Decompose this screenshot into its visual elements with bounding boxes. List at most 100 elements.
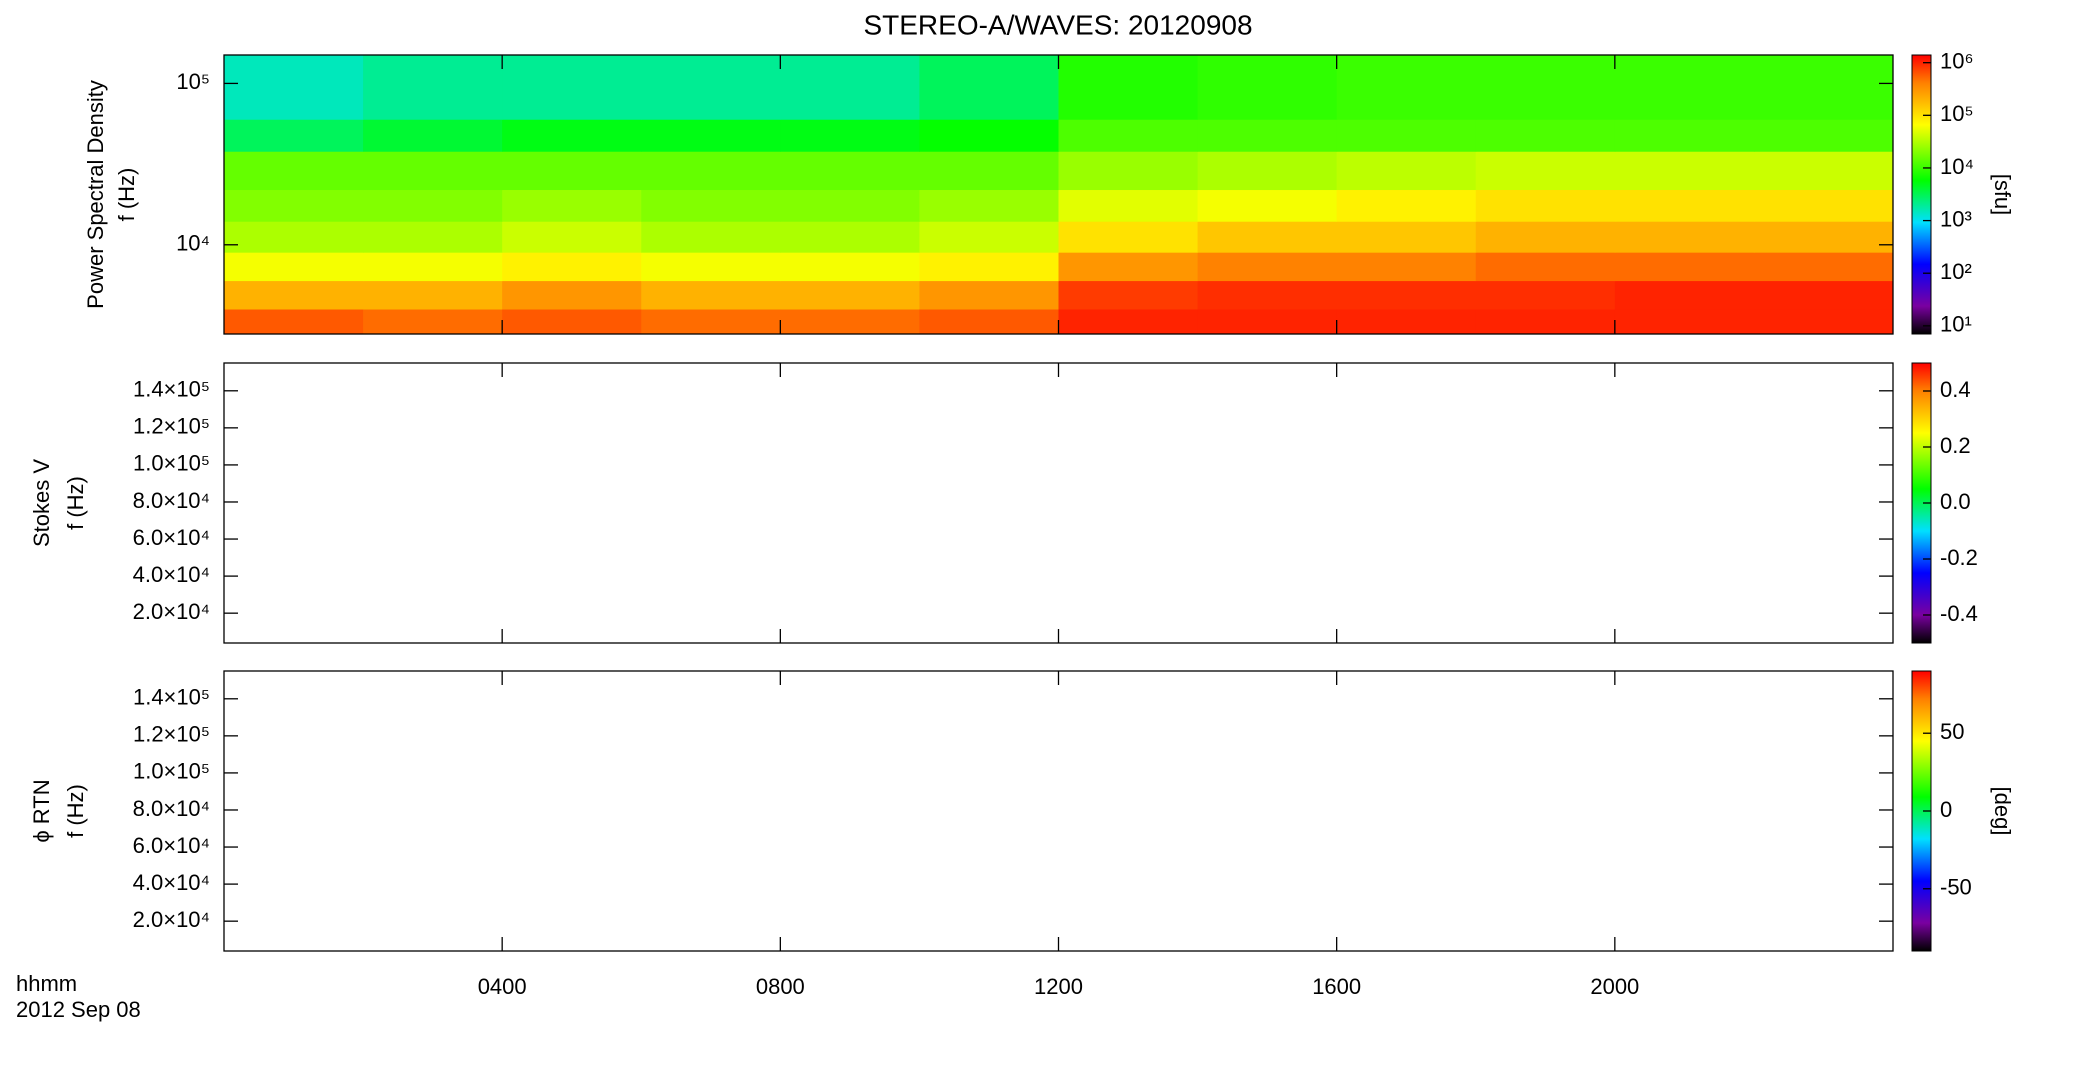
colorbar-tick-label: 10⁴	[1940, 154, 1974, 179]
y-tick-label: 10⁵	[176, 69, 210, 94]
heatmap-cell	[1614, 252, 1755, 282]
y-tick-label: 10⁴	[176, 231, 210, 256]
y-tick-label: 6.0×10⁴	[133, 525, 210, 550]
x-tick-label: 1600	[1312, 974, 1361, 999]
heatmap-cell	[780, 309, 920, 335]
heatmap-cell	[1058, 221, 1199, 253]
heatmap-cell	[1753, 189, 1894, 222]
colorbar-label: [deg]	[1990, 787, 2015, 836]
heatmap-cell	[1058, 55, 1199, 120]
colorbar-tick-label: 0.2	[1940, 433, 1971, 458]
heatmap-cell	[919, 221, 1059, 253]
heatmap-cell	[1614, 151, 1755, 191]
heatmap-cell	[1197, 55, 1338, 120]
y-tick-label: 2.0×10⁴	[133, 599, 210, 624]
heatmap-cell	[1753, 119, 1894, 152]
heatmap-cell	[780, 252, 920, 282]
heatmap-cell	[919, 119, 1059, 152]
heatmap-cell	[502, 280, 642, 310]
heatmap-cell	[1475, 221, 1616, 253]
y-axis-label: Stokes V	[29, 459, 54, 547]
heatmap-cell	[1336, 252, 1477, 282]
x-tick-label: 0400	[478, 974, 527, 999]
panel-frame	[223, 362, 1894, 644]
x-tick-label: 2000	[1590, 974, 1639, 999]
heatmap-cell	[919, 189, 1059, 222]
heatmap-cell	[1753, 252, 1894, 282]
heatmap-cell	[641, 309, 781, 335]
heatmap-cell	[1753, 55, 1894, 120]
heatmap-cell	[1753, 280, 1894, 310]
colorbar-tick-label: -0.2	[1940, 545, 1978, 570]
heatmap-cell	[1475, 151, 1616, 191]
heatmap-cell	[224, 221, 364, 253]
colorbar-tick-label: 0.4	[1940, 377, 1971, 402]
y-tick-label: 1.0×10⁵	[133, 759, 210, 784]
heatmap-cell	[363, 280, 503, 310]
heatmap-cell	[919, 55, 1059, 120]
heatmap-cell	[1197, 221, 1338, 253]
heatmap-cell	[1058, 252, 1199, 282]
heatmap-cell	[363, 119, 503, 152]
heatmap-cell	[1058, 189, 1199, 222]
heatmap-cell	[780, 55, 920, 120]
heatmap-cell	[224, 252, 364, 282]
heatmap-cell	[1197, 280, 1338, 310]
heatmap-cell	[1336, 55, 1477, 120]
heatmap-cell	[641, 221, 781, 253]
x-axis-label: hhmm	[16, 971, 77, 996]
heatmap-cell	[363, 151, 503, 191]
y-tick-label: 8.0×10⁴	[133, 488, 210, 513]
heatmap-cell	[1753, 151, 1894, 191]
y-tick-label: 1.0×10⁵	[133, 451, 210, 476]
y-axis-label: Power Spectral Density	[83, 80, 108, 309]
x-tick-label: 0800	[756, 974, 805, 999]
heatmap-cell	[363, 221, 503, 253]
heatmap-cell	[780, 189, 920, 222]
colorbar-tick-label: 0.0	[1940, 489, 1971, 514]
y-tick-label: 4.0×10⁴	[133, 870, 210, 895]
heatmap-cell	[780, 221, 920, 253]
chart-title: STEREO-A/WAVES: 20120908	[863, 9, 1252, 40]
heatmap-cell	[1058, 151, 1199, 191]
heatmap-cell	[1197, 151, 1338, 191]
heatmap-cell	[780, 280, 920, 310]
heatmap-cell	[1336, 221, 1477, 253]
heatmap-cell	[919, 309, 1059, 335]
heatmap-cell	[1614, 55, 1755, 120]
heatmap-cell	[1475, 280, 1616, 310]
heatmap-cell	[1336, 119, 1477, 152]
colorbar-tick-label: -0.4	[1940, 601, 1978, 626]
y-tick-label: 1.4×10⁵	[133, 685, 210, 710]
y-tick-label: 6.0×10⁴	[133, 833, 210, 858]
heatmap-cell	[1614, 119, 1755, 152]
heatmap-cell	[1197, 119, 1338, 152]
heatmap-cell	[1475, 309, 1616, 335]
colorbar-tick-label: 0	[1940, 797, 1952, 822]
heatmap-cell	[1197, 309, 1338, 335]
heatmap-cell	[224, 119, 364, 152]
heatmap-cell	[502, 119, 642, 152]
heatmap-cell	[1197, 252, 1338, 282]
heatmap-cell	[502, 309, 642, 335]
heatmap-cell	[919, 151, 1059, 191]
heatmap-cell	[1336, 309, 1477, 335]
heatmap-cell	[363, 252, 503, 282]
heatmap-cell	[641, 280, 781, 310]
heatmap-cell	[1058, 280, 1199, 310]
y-tick-label: 1.2×10⁵	[133, 722, 210, 747]
heatmap-cell	[641, 119, 781, 152]
heatmap-cell	[502, 55, 642, 120]
heatmap-cell	[1336, 280, 1477, 310]
heatmap-cell	[1336, 151, 1477, 191]
heatmap-cell	[641, 252, 781, 282]
heatmap-cell	[363, 55, 503, 120]
heatmap-cell	[224, 151, 364, 191]
heatmap-cell	[1753, 221, 1894, 253]
colorbar-tick-label: 10⁵	[1940, 101, 1974, 126]
heatmap-cell	[1753, 309, 1894, 335]
y-axis-label: f (Hz)	[63, 784, 88, 838]
heatmap-cell	[502, 252, 642, 282]
heatmap-cell	[919, 280, 1059, 310]
